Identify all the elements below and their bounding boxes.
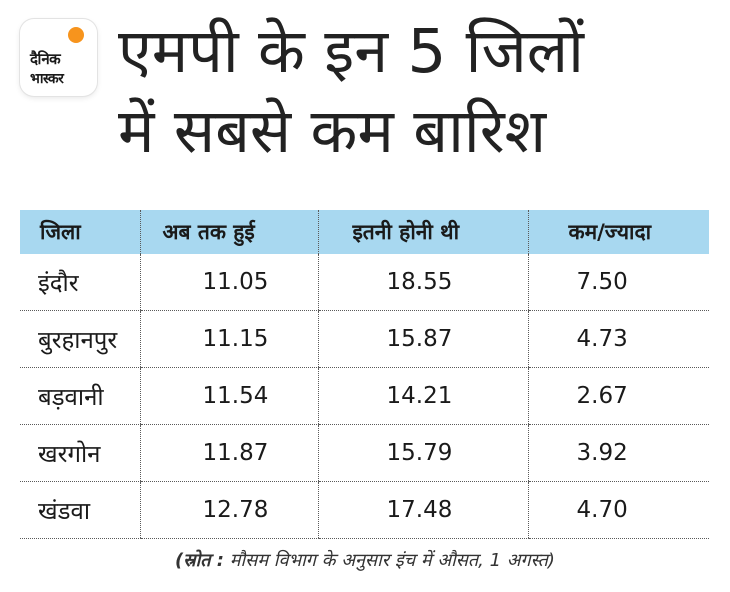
rainfall-so-far-cell: 11.87 [139, 424, 318, 482]
district-cell: इंदौर [20, 254, 140, 311]
table-header-row: जिला अब तक हुई इतनी होनी थी कम/ज्यादा [20, 210, 709, 254]
expected-rainfall-cell: 17.48 [317, 481, 528, 539]
expected-rainfall-cell: 15.87 [317, 310, 528, 368]
table-row: बड़वानी 11.54 14.21 2.67 [20, 367, 709, 425]
expected-rainfall-cell: 15.79 [317, 424, 528, 482]
rainfall-so-far-cell: 12.78 [139, 481, 318, 539]
district-cell: खरगोन [20, 424, 140, 482]
deficit-cell: 4.73 [527, 310, 709, 368]
deficit-cell: 7.50 [527, 254, 709, 311]
rainfall-so-far-cell: 11.05 [139, 254, 318, 311]
expected-rainfall-cell: 18.55 [317, 254, 528, 311]
rainfall-table: जिला अब तक हुई इतनी होनी थी कम/ज्यादा इं… [20, 210, 709, 539]
table-row: खंडवा 12.78 17.48 4.70 [20, 481, 709, 539]
title-line-2: में सबसे कम बारिश [118, 96, 547, 167]
logo-text-line2: भास्कर [30, 71, 64, 87]
source-note: (स्रोत : मौसम विभाग के अनुसार इंच में औस… [0, 548, 730, 572]
sun-icon [68, 27, 84, 43]
rainfall-so-far-cell: 11.15 [139, 310, 318, 368]
rainfall-so-far-cell: 11.54 [139, 367, 318, 425]
header-district: जिला [20, 210, 140, 254]
table-row: इंदौर 11.05 18.55 7.50 [20, 254, 709, 311]
expected-rainfall-cell: 14.21 [317, 367, 528, 425]
deficit-cell: 4.70 [527, 481, 709, 539]
source-label: (स्रोत : [175, 550, 224, 571]
header-rainfall-so-far: अब तक हुई [139, 210, 318, 254]
title-line-1: एमपी के इन 5 जिलों [118, 16, 584, 87]
table-row: बुरहानपुर 11.15 15.87 4.73 [20, 310, 709, 368]
header-expected-rainfall: इतनी होनी थी [317, 210, 528, 254]
logo-text-line1: दैनिक [30, 50, 61, 68]
page-title: एमपी के इन 5 जिलों में सबसे कम बारिश [118, 12, 718, 172]
deficit-cell: 2.67 [527, 367, 709, 425]
district-cell: बड़वानी [20, 367, 140, 425]
district-cell: खंडवा [20, 481, 140, 539]
source-text: मौसम विभाग के अनुसार इंच में औसत, 1 अगस्… [224, 550, 555, 571]
deficit-cell: 3.92 [527, 424, 709, 482]
table-row: खरगोन 11.87 15.79 3.92 [20, 424, 709, 482]
dainik-bhaskar-logo: दैनिक भास्कर [20, 19, 97, 96]
district-cell: बुरहानपुर [20, 310, 140, 368]
header-deficit: कम/ज्यादा [527, 210, 709, 254]
